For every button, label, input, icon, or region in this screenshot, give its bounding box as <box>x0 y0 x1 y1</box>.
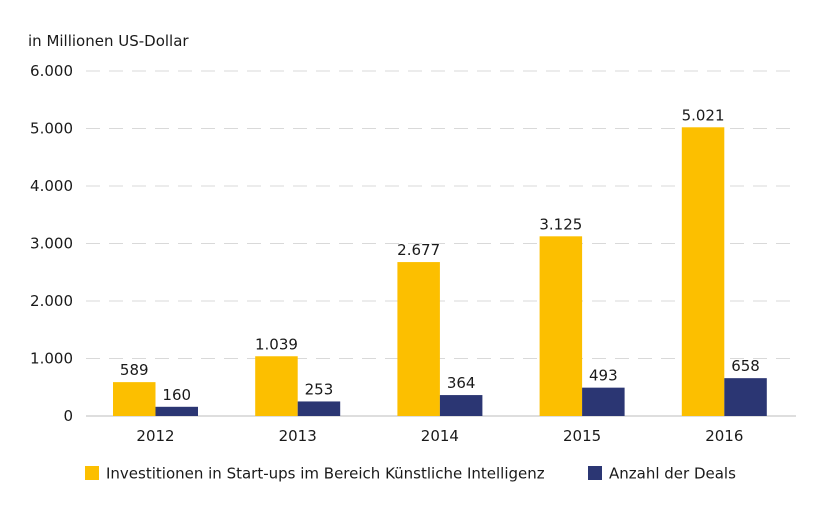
data-label: 1.039 <box>255 335 298 353</box>
gridlines <box>86 70 796 417</box>
value-labels: 589 160 1.039 253 2.677 364 3.125 493 5.021 658 <box>120 106 760 404</box>
x-tick-label: 2013 <box>279 427 317 445</box>
data-label: 658 <box>731 357 760 375</box>
bar-deals <box>155 406 198 416</box>
data-label: 3.125 <box>539 215 582 233</box>
legend-label: Investitionen in Start-ups im Bereich Kü… <box>106 465 545 483</box>
bar-investment <box>539 236 583 416</box>
data-label: 589 <box>120 361 149 379</box>
bar-investment <box>255 356 298 416</box>
bar-deals <box>439 395 483 416</box>
legend-swatch <box>588 466 602 480</box>
bar-deals <box>724 378 767 416</box>
legend-label: Anzahl der Deals <box>609 465 736 483</box>
x-tick-label: 2016 <box>705 427 743 445</box>
legend: Investitionen in Start-ups im Bereich Kü… <box>85 465 736 483</box>
y-tick-label: 6.000 <box>30 62 73 80</box>
bar-deals <box>582 387 625 416</box>
y-tick-label: 5.000 <box>30 120 73 138</box>
x-tick-label: 2012 <box>136 427 174 445</box>
data-label: 160 <box>162 386 191 404</box>
data-label: 253 <box>305 380 334 398</box>
bar-deals <box>297 401 341 416</box>
y-axis-ticks: 0 1.000 2.000 3.000 4.000 5.000 6.000 <box>30 62 73 425</box>
y-tick-label: 3.000 <box>30 235 73 253</box>
data-label: 364 <box>447 374 476 392</box>
bar-investment <box>397 262 440 416</box>
data-label: 2.677 <box>397 241 440 259</box>
x-tick-label: 2014 <box>421 427 459 445</box>
data-label: 493 <box>589 367 618 385</box>
y-tick-label: 0 <box>63 407 73 425</box>
data-label: 5.021 <box>682 106 725 124</box>
x-axis-categories: 2012 2013 2014 2015 2016 <box>136 427 743 445</box>
y-unit-label: in Millionen US-Dollar <box>28 32 189 50</box>
y-tick-label: 1.000 <box>30 350 73 368</box>
legend-swatch <box>85 466 99 480</box>
x-tick-label: 2015 <box>563 427 601 445</box>
y-tick-label: 2.000 <box>30 292 73 310</box>
y-tick-label: 4.000 <box>30 177 73 195</box>
bar-investment <box>681 127 725 416</box>
bar-investment <box>113 382 156 416</box>
bars <box>113 127 767 416</box>
